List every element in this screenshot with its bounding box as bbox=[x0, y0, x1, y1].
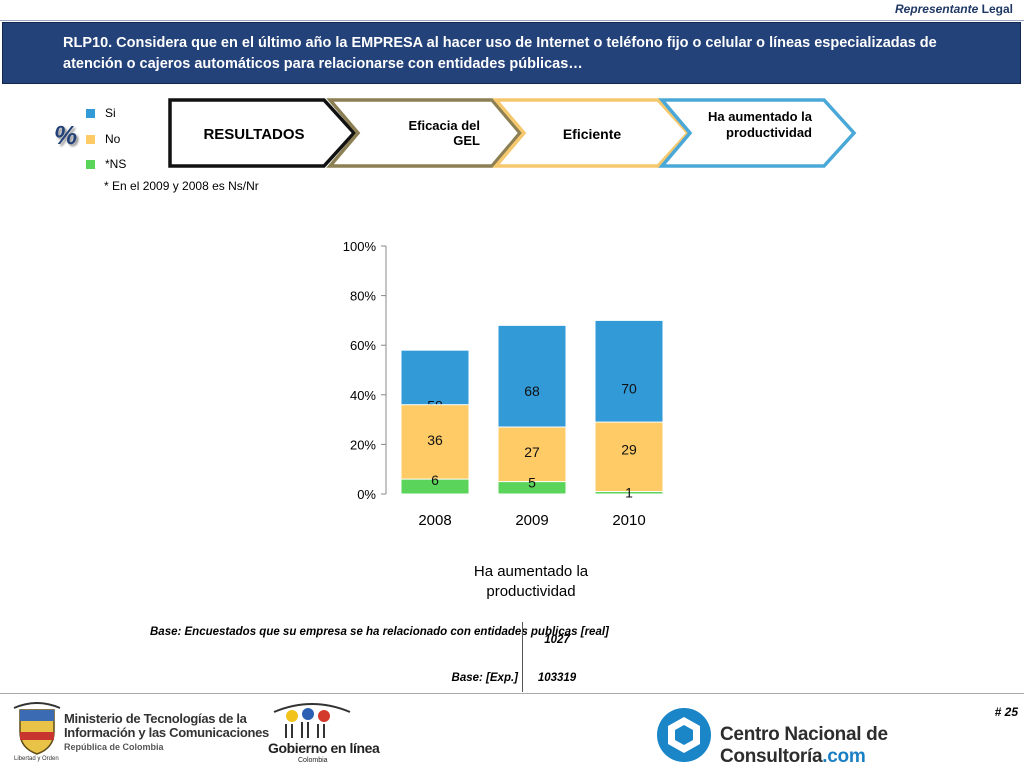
y-tick-label: 20% bbox=[350, 437, 376, 452]
legend-footnote: * En el 2009 y 2008 es Ns/Nr bbox=[104, 179, 259, 193]
y-tick-label: 60% bbox=[350, 338, 376, 353]
flow-step-efficient-shape bbox=[492, 98, 691, 168]
legend-label-ns: *NS bbox=[105, 157, 127, 171]
cnc-name-main: Centro Nacional de Consultoría bbox=[720, 724, 888, 767]
bar-segment-no-2010 bbox=[594, 421, 664, 495]
gel-name: Gobierno en línea bbox=[268, 740, 380, 756]
data-label-no-2010: 29 bbox=[621, 441, 637, 457]
legend-label-si: Si bbox=[105, 106, 116, 120]
y-tick-label: 0% bbox=[357, 487, 376, 502]
respondent-role-italic: Representante bbox=[894, 2, 979, 16]
y-tick-label: 80% bbox=[350, 289, 376, 304]
cnc-logo-icon bbox=[657, 708, 711, 762]
chart-x-axis-caption: Ha aumentado la productividad bbox=[473, 563, 589, 600]
bar-segment-ns-2008 bbox=[400, 478, 470, 495]
mintic-name: Ministerio de Tecnologías de la Informac… bbox=[64, 712, 269, 740]
gobierno-en-linea-logo bbox=[273, 703, 351, 738]
question-banner: RLP10. Considera que en el último año la… bbox=[2, 22, 1021, 84]
base-label-exp: Base: [Exp.] bbox=[451, 672, 518, 684]
footer-divider bbox=[0, 693, 1024, 694]
legend-swatch-no bbox=[86, 134, 95, 144]
cnc-name: Centro Nacional de Consultoría.com bbox=[720, 724, 1024, 768]
percent-mark: % bbox=[54, 120, 78, 150]
results-flow-diagram bbox=[168, 98, 857, 168]
y-tick-label: 100% bbox=[343, 239, 377, 254]
mintic-country: República de Colombia bbox=[64, 742, 164, 752]
bar-segment-ns-2010 bbox=[594, 491, 664, 495]
flow-step-results-shape bbox=[168, 98, 357, 168]
data-label-no-2008: 36 bbox=[427, 432, 443, 448]
data-label-ns-2010: 1 bbox=[625, 485, 633, 501]
respondent-role-label: Representante Legal bbox=[895, 2, 1013, 16]
mintic-line-1: Ministerio de Tecnologías de la bbox=[64, 711, 247, 726]
x-tick-label-2010: 2010 bbox=[612, 512, 645, 529]
colombia-shield-logo bbox=[13, 702, 61, 755]
flow-step-productivity-label: Ha aumentado la productividad bbox=[707, 109, 812, 140]
cnc-name-suffix: .com bbox=[822, 746, 866, 767]
shield-caption: Libertad y Orden bbox=[14, 756, 59, 762]
data-label-no-2009: 27 bbox=[524, 444, 540, 460]
respondent-role-rest: Legal bbox=[981, 2, 1013, 16]
data-label-ns-2008: 6 bbox=[431, 472, 439, 488]
legend-label-no: No bbox=[105, 132, 121, 146]
base-value-real: 1027 bbox=[544, 634, 570, 646]
base-label-real: Base: Encuestados que su empresa se ha r… bbox=[150, 626, 609, 638]
flow-step-efficacy-shape bbox=[326, 98, 523, 168]
data-label-si-2010: 70 bbox=[621, 380, 637, 396]
data-label-si-2009: 68 bbox=[524, 383, 540, 399]
legend-item-si: Si bbox=[86, 106, 116, 120]
data-label-ns-2009: 5 bbox=[528, 475, 536, 491]
legend-item-ns: *NS bbox=[86, 157, 126, 171]
question-title: RLP10. Considera que en el último año la… bbox=[63, 35, 937, 72]
flow-step-efficient-label: Eficiente bbox=[562, 126, 622, 142]
page-number: # 25 bbox=[994, 705, 1018, 719]
legend-swatch-si bbox=[86, 108, 95, 118]
flow-step-results-label: RESULTADOS bbox=[203, 126, 305, 143]
x-tick-label-2009: 2009 bbox=[515, 512, 548, 529]
legend-item-no: No bbox=[86, 132, 120, 146]
legend-swatch-ns bbox=[86, 159, 95, 169]
mintic-line-2: Información y las Comunicaciones bbox=[64, 725, 269, 740]
gel-country: Colombia bbox=[298, 757, 328, 764]
stacked-bar-chart: 0%20%40%60%80%100%5836620086827520097029… bbox=[343, 239, 664, 529]
base-value-exp: 103319 bbox=[537, 672, 577, 684]
x-tick-label-2008: 2008 bbox=[418, 512, 451, 529]
base-column-divider bbox=[522, 622, 523, 692]
header-divider bbox=[0, 20, 1024, 21]
flow-step-efficacy-label: Eficacia del GEL bbox=[408, 118, 480, 148]
y-tick-label: 40% bbox=[350, 388, 376, 403]
bar-segment-ns-2009 bbox=[497, 481, 567, 495]
flow-step-productivity-shape bbox=[658, 98, 857, 168]
